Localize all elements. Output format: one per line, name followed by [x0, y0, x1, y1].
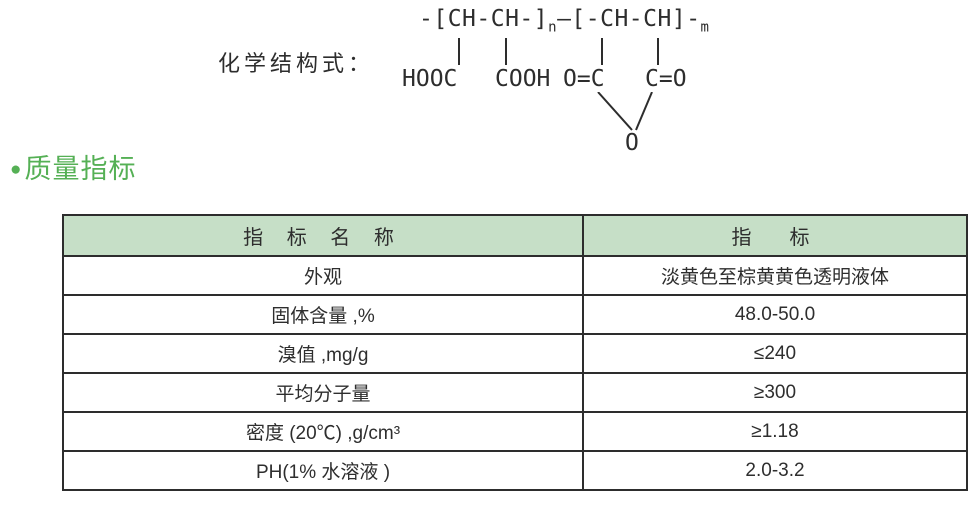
bond-line-2	[505, 38, 507, 65]
backbone-dash: —	[557, 6, 572, 32]
row-appearance-value: 淡黄色至棕黄黄色透明液体	[582, 255, 968, 296]
bond-line-1	[458, 38, 460, 65]
row-solid-content-name: 固体含量 ,%	[62, 294, 584, 335]
group-hooc: HOOC	[402, 66, 458, 92]
row-avg-molecular-weight-name: 平均分子量	[62, 372, 584, 413]
chemical-structure-diagram: 化学结构式： -[CH-CH-]n—[-CH-CH]-m HOOC COOH O…	[0, 0, 980, 160]
group-oc: O=C	[563, 66, 605, 92]
table-row: 外观 淡黄色至棕黄黄色透明液体	[62, 255, 968, 296]
group-cooh: COOH	[495, 66, 551, 92]
row-density-name: 密度 (20℃) ,g/cm³	[62, 411, 584, 452]
row-avg-molecular-weight-value: ≥300	[582, 372, 968, 413]
bond-line-4	[657, 38, 659, 65]
bond-line-3	[601, 38, 603, 65]
bullet-icon: ●	[10, 158, 22, 180]
row-solid-content-value: 48.0-50.0	[582, 294, 968, 335]
header-indicator-value: 指 标	[582, 214, 968, 257]
row-appearance-name: 外观	[62, 255, 584, 296]
group-co: C=O	[645, 66, 687, 92]
backbone-left-unit: -[CH-CH-]	[419, 6, 549, 32]
table-row: PH(1% 水溶液 ) 2.0-3.2	[62, 450, 968, 491]
table-row: 平均分子量 ≥300	[62, 372, 968, 413]
row-density-value: ≥1.18	[582, 411, 968, 452]
backbone-right-unit: [-CH-CH]-	[571, 6, 701, 32]
section-heading-quality-indicators: ● 质量指标	[10, 153, 136, 185]
table-row: 密度 (20℃) ,g/cm³ ≥1.18	[62, 411, 968, 452]
subscript-n: n	[548, 19, 558, 36]
table-header-row: 指 标 名 称 指 标	[62, 214, 968, 257]
row-bromine-value-name: 溴值 ,mg/g	[62, 333, 584, 374]
bridge-oxygen: O	[625, 130, 639, 156]
formula-label: 化学结构式：	[218, 51, 375, 76]
subscript-m: m	[700, 19, 710, 36]
section-heading-text: 质量指标	[24, 154, 137, 184]
row-ph-value: 2.0-3.2	[582, 450, 968, 491]
anhydride-bond-lines	[597, 92, 653, 131]
quality-spec-table: 指 标 名 称 指 标 外观 淡黄色至棕黄黄色透明液体 固体含量 ,% 48.0…	[62, 214, 968, 491]
formula-backbone: -[CH-CH-]n—[-CH-CH]-m	[419, 6, 709, 36]
table-row: 溴值 ,mg/g ≤240	[62, 333, 968, 374]
table-row: 固体含量 ,% 48.0-50.0	[62, 294, 968, 335]
row-ph-name: PH(1% 水溶液 )	[62, 450, 584, 491]
row-bromine-value-value: ≤240	[582, 333, 968, 374]
header-indicator-name: 指 标 名 称	[62, 214, 584, 257]
